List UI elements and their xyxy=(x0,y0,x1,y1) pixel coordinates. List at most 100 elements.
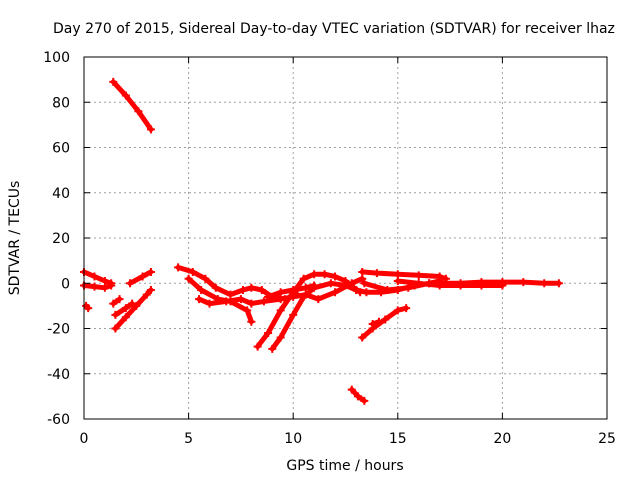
data-point xyxy=(253,342,262,351)
data-point xyxy=(184,274,193,283)
data-point xyxy=(519,278,528,287)
data-point xyxy=(109,299,118,308)
data-point xyxy=(197,286,206,295)
y-tick-label: 40 xyxy=(52,186,70,202)
data-point xyxy=(358,274,367,283)
x-tick-label: 15 xyxy=(389,431,407,447)
data-point xyxy=(301,283,310,292)
data-point xyxy=(351,286,360,295)
data-point xyxy=(354,392,363,401)
data-point xyxy=(414,279,423,288)
data-point xyxy=(360,279,369,288)
data-point xyxy=(374,317,383,326)
data-point xyxy=(121,91,130,100)
y-tick-label: 0 xyxy=(61,276,70,292)
data-point xyxy=(132,301,141,310)
data-point xyxy=(498,278,507,287)
series-track-1 xyxy=(110,79,154,132)
data-point xyxy=(383,286,392,295)
data-point xyxy=(138,272,147,281)
data-point xyxy=(226,297,235,306)
data-point xyxy=(362,288,371,297)
data-point xyxy=(456,279,465,288)
data-point xyxy=(264,292,273,301)
data-point xyxy=(393,306,402,315)
data-point xyxy=(299,292,308,301)
data-point xyxy=(90,282,99,291)
data-point xyxy=(477,278,486,287)
data-point xyxy=(404,283,413,292)
series-track-8 xyxy=(127,269,154,286)
data-point xyxy=(115,295,124,304)
data-point xyxy=(128,299,137,308)
data-point xyxy=(331,288,340,297)
data-point xyxy=(289,310,298,319)
data-point xyxy=(174,263,183,272)
data-point xyxy=(100,276,109,285)
data-point xyxy=(314,295,323,304)
data-point xyxy=(134,107,143,116)
data-point xyxy=(90,272,99,281)
data-series xyxy=(80,77,563,405)
ticks xyxy=(83,56,608,420)
data-point xyxy=(320,270,329,279)
data-point xyxy=(109,77,118,86)
data-point xyxy=(268,344,277,353)
y-tick-label: 20 xyxy=(52,231,70,247)
data-point xyxy=(188,267,197,276)
data-point xyxy=(243,306,252,315)
data-point xyxy=(238,286,247,295)
data-point xyxy=(276,333,285,342)
data-point xyxy=(368,319,377,328)
data-point xyxy=(236,295,245,304)
data-point xyxy=(121,313,130,322)
data-point xyxy=(146,286,155,295)
data-point xyxy=(247,283,256,292)
data-point xyxy=(276,288,285,297)
data-point xyxy=(111,310,120,319)
data-point xyxy=(205,299,214,308)
data-point xyxy=(372,269,381,278)
data-point xyxy=(402,304,411,313)
series-track-3 xyxy=(81,283,114,291)
data-point xyxy=(310,270,319,279)
series-track-2 xyxy=(81,269,114,286)
grid xyxy=(84,57,607,419)
data-point xyxy=(84,304,93,313)
y-tick-label: -20 xyxy=(47,322,70,338)
data-point xyxy=(276,295,285,304)
data-point xyxy=(111,324,120,333)
data-point xyxy=(310,281,319,290)
chart-title: Day 270 of 2015, Sidereal Day-to-day VTE… xyxy=(53,21,615,37)
y-tick-label: 100 xyxy=(43,50,70,66)
data-point xyxy=(341,281,350,290)
data-point xyxy=(247,299,256,308)
data-point xyxy=(414,271,423,280)
y-axis-label: SDTVAR / TECUs xyxy=(7,181,23,296)
x-tick-label: 25 xyxy=(598,431,616,447)
data-point xyxy=(347,385,356,394)
data-point xyxy=(289,286,298,295)
data-point xyxy=(195,295,204,304)
data-point xyxy=(211,283,220,292)
x-tick-label: 5 xyxy=(184,431,193,447)
data-point xyxy=(264,329,273,338)
x-tick-label: 10 xyxy=(284,431,302,447)
series-track-15 xyxy=(359,305,409,341)
data-point xyxy=(146,267,155,276)
data-point xyxy=(358,333,367,342)
data-point xyxy=(100,283,109,292)
data-point xyxy=(126,279,135,288)
data-point xyxy=(247,317,256,326)
data-point xyxy=(121,304,130,313)
data-point xyxy=(201,274,210,283)
data-point xyxy=(540,279,549,288)
data-point xyxy=(146,125,155,134)
y-tick-label: -60 xyxy=(47,412,70,428)
data-point xyxy=(257,286,266,295)
data-point xyxy=(554,279,563,288)
data-point xyxy=(326,279,335,288)
data-point xyxy=(381,315,390,324)
x-tick-labels: 0 5 10 15 20 25 xyxy=(80,431,616,447)
